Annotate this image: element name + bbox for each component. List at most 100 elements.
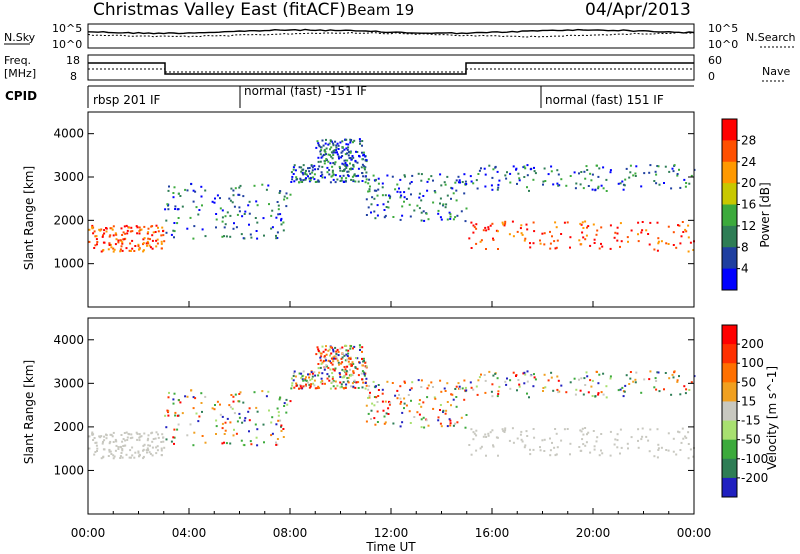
power-cell (627, 240, 629, 243)
velocity-cell (225, 442, 228, 445)
power-cell (550, 170, 553, 173)
velocity-cell (320, 355, 323, 358)
power-cell (470, 180, 473, 183)
velocity-cell (313, 384, 316, 387)
velocity-cell (129, 437, 132, 440)
power-cell (328, 173, 331, 176)
velocity-cell (578, 378, 580, 381)
velocity-cell (233, 428, 235, 431)
colorbar-swatch (722, 420, 737, 441)
velocity-cell (223, 433, 226, 435)
velocity-cell (591, 395, 594, 397)
power-cell (600, 242, 602, 245)
power-colorbar-tick-label: 4 (741, 262, 749, 276)
power-cell (600, 184, 603, 187)
velocity-cell (541, 439, 544, 442)
power-cell (131, 239, 134, 242)
power-cell (475, 179, 478, 182)
velocity-cell (668, 377, 671, 380)
power-cell (336, 142, 339, 145)
power-cell (192, 200, 195, 203)
velocity-cell (130, 433, 133, 436)
velocity-cell (270, 421, 273, 424)
velocity-cell (529, 453, 532, 456)
velocity-cell (114, 449, 117, 452)
power-cell (151, 234, 154, 237)
velocity-cell (670, 393, 673, 396)
power-cell (591, 173, 594, 176)
velocity-cell (232, 434, 235, 437)
power-cell (228, 197, 231, 200)
power-cell (439, 202, 441, 205)
velocity-cell (672, 376, 675, 379)
velocity-cell (518, 383, 521, 386)
velocity-cell (152, 438, 155, 440)
power-cell (88, 228, 91, 231)
velocity-cell (151, 440, 154, 443)
velocity-cell (329, 368, 332, 371)
velocity-cell (384, 421, 387, 424)
power-cell (488, 164, 491, 167)
velocity-cell (317, 385, 320, 388)
power-cell (634, 172, 637, 175)
power-cell (353, 174, 356, 177)
power-cell (146, 240, 149, 243)
power-cell (293, 180, 296, 183)
velocity-cell (647, 439, 650, 442)
power-cell (292, 166, 295, 169)
velocity-cell (311, 377, 314, 380)
velocity-cell (342, 387, 345, 389)
velocity-cell (349, 358, 352, 360)
velocity-cell (328, 379, 331, 382)
velocity-cell (102, 440, 104, 443)
power-cell (347, 154, 350, 157)
power-cell (353, 173, 356, 176)
power-cell (420, 211, 423, 214)
velocity-cell (277, 411, 280, 414)
power-cell (542, 180, 545, 183)
power-cell (502, 223, 505, 226)
velocity-cell (108, 442, 111, 445)
power-cell (643, 172, 646, 175)
velocity-cell (313, 371, 316, 374)
power-cell (362, 175, 365, 178)
power-cell (110, 246, 113, 249)
velocity-cell (619, 388, 622, 391)
velocity-cell (341, 361, 344, 364)
power-cell (332, 144, 335, 147)
power-cell (485, 229, 488, 232)
velocity-cell (333, 357, 336, 360)
x-tick-label: 00:00 (71, 526, 106, 540)
velocity-cell (504, 429, 507, 432)
velocity-cell (626, 442, 629, 445)
power-cell (317, 160, 320, 163)
power-cell (301, 171, 304, 174)
velocity-cell (597, 382, 600, 385)
velocity-cell (454, 422, 457, 425)
power-cell (120, 227, 123, 230)
power-cell (341, 146, 344, 149)
power-cell (591, 188, 594, 191)
power-cell (349, 141, 352, 144)
colorbar-swatch (722, 268, 737, 291)
velocity-cell (365, 365, 368, 368)
power-cell (491, 188, 494, 191)
power-cell (312, 176, 315, 179)
power-cell (529, 242, 531, 245)
power-cell (585, 165, 588, 168)
power-cell (229, 199, 232, 202)
colorbar-swatch (722, 401, 737, 422)
power-cell (213, 201, 216, 204)
velocity-cell (179, 401, 182, 404)
velocity-cell (282, 436, 285, 438)
velocity-cell (238, 412, 241, 415)
power-cell (120, 245, 123, 248)
velocity-cell (637, 428, 640, 431)
velocity-cell (357, 381, 360, 384)
figure-title: Christmas Valley East (fitACF) (93, 0, 346, 20)
power-cell (351, 167, 354, 170)
velocity-cell (656, 456, 659, 459)
power-cell (147, 227, 150, 230)
power-cell (580, 171, 583, 173)
